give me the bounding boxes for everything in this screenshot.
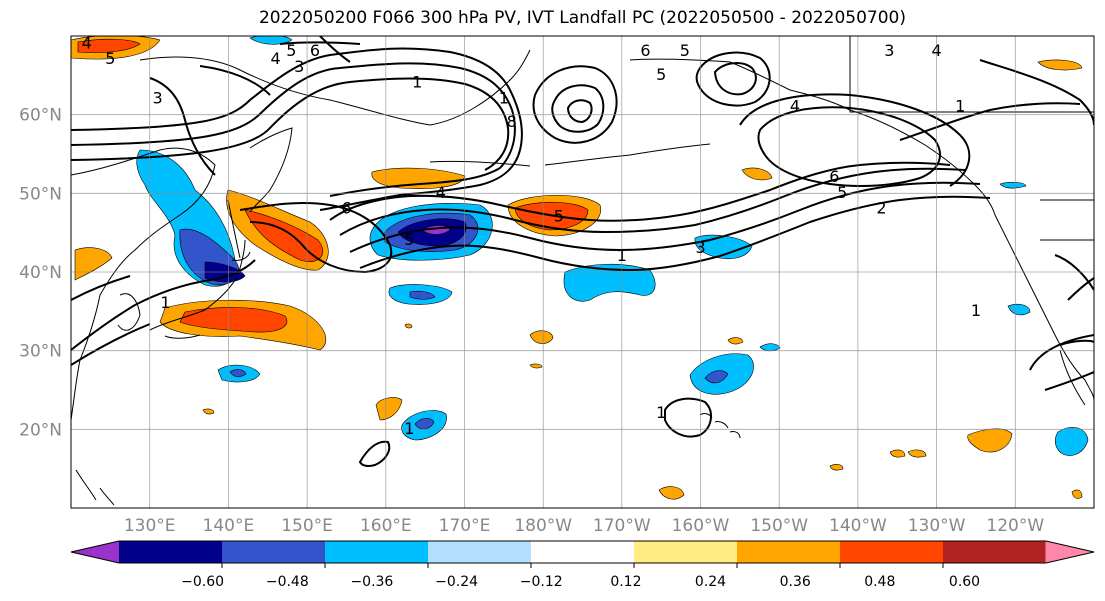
lat-axis-labels: 60°N 50°N 40°N 30°N 20°N: [19, 106, 62, 441]
lon-label: 150°E: [281, 516, 333, 536]
contour-label: 6: [829, 167, 839, 186]
colorbar-tick-label: −0.60: [181, 574, 224, 590]
contour-label: 3: [152, 88, 162, 107]
contour-label: 4: [932, 41, 942, 60]
lat-label: 20°N: [19, 420, 62, 440]
contour-label: 5: [286, 41, 296, 60]
map-frame: [70, 35, 1095, 509]
lat-label: 60°N: [19, 106, 62, 126]
contour-label: 5: [837, 183, 847, 202]
colorbar-swatch: [634, 541, 738, 563]
colorbar-tick-label: −0.48: [266, 574, 309, 590]
colorbar-tick-labels: −0.60 −0.48 −0.36 −0.24 −0.12 0.12 0.24 …: [181, 574, 980, 590]
lon-label: 180°W: [514, 516, 572, 536]
lon-label: 170°W: [593, 516, 651, 536]
contour-label: 1: [412, 73, 422, 92]
colorbar-tick-label: −0.36: [350, 574, 393, 590]
contour-label: 1: [499, 88, 509, 107]
pv-shading: [71, 36, 1089, 500]
contour-label: 5: [656, 65, 666, 84]
pv-contours: [71, 36, 1094, 467]
contour-label: 1: [617, 246, 627, 265]
colorbar-swatch: [222, 541, 326, 563]
lon-label: 170°E: [439, 516, 491, 536]
colorbar-tick-label: 0.48: [864, 574, 895, 590]
contour-label: 6: [341, 199, 351, 218]
colorbar-tick-label: 0.12: [610, 574, 641, 590]
contour-label: 5: [105, 49, 115, 68]
lat-label: 40°N: [19, 263, 62, 283]
lon-label: 120°W: [986, 516, 1044, 536]
colorbar-swatch: [428, 541, 532, 563]
contour-label: 8: [507, 112, 517, 131]
lat-label: 50°N: [19, 184, 62, 204]
colorbar-outline: [70, 540, 1095, 564]
contour-label: 1: [971, 301, 981, 320]
contour-label: 5: [680, 41, 690, 60]
lat-label: 30°N: [19, 342, 62, 362]
colorbar-tick-label: 0.60: [949, 574, 980, 590]
colorbar-tick-label: −0.12: [520, 574, 563, 590]
contour-label: 4: [271, 49, 281, 68]
contour-label: 5: [404, 230, 414, 249]
colorbar-swatch: [840, 541, 944, 563]
colorbar-swatch: [531, 541, 635, 563]
contour-label: 6: [310, 41, 320, 60]
contour-label: 2: [876, 199, 886, 218]
colorbar-extend-low: [71, 541, 120, 563]
contour-label: 5: [554, 206, 564, 225]
lon-label: 160°W: [672, 516, 730, 536]
lon-label: 160°E: [360, 516, 412, 536]
graticule: [71, 36, 1094, 508]
colorbar-swatch: [325, 541, 429, 563]
colorbar-extend-high: [1045, 541, 1094, 563]
colorbar-swatch: [119, 541, 223, 563]
contour-label: 1: [656, 403, 666, 422]
lon-label: 140°W: [829, 516, 887, 536]
colorbar-swatch: [943, 541, 1047, 563]
contour-label: 3: [695, 238, 705, 257]
colorbar-tick-label: −0.24: [435, 574, 478, 590]
colorbar-tick-label: 0.24: [695, 574, 726, 590]
colorbar-swatch: [737, 541, 841, 563]
contour-label: 4: [82, 33, 92, 52]
contour-label: 3: [884, 41, 894, 60]
lon-label: 130°E: [124, 516, 176, 536]
lon-label: 150°W: [750, 516, 808, 536]
lon-label: 140°E: [203, 516, 255, 536]
map-title: 2022050200 F066 300 hPa PV, IVT Landfall…: [258, 8, 906, 28]
contour-label: 4: [436, 183, 446, 202]
lon-label: 130°W: [908, 516, 966, 536]
contour-label: 1: [404, 419, 414, 438]
contour-label: 1: [955, 96, 965, 115]
contour-label: 4: [790, 96, 800, 115]
colorbar-tick-label: 0.36: [780, 574, 811, 590]
contour-label: 1: [160, 293, 170, 312]
lon-axis-labels: 130°E 140°E 150°E 160°E 170°E 180°W 170°…: [124, 516, 1045, 536]
contour-label: 6: [640, 41, 650, 60]
contour-label: 3: [294, 57, 304, 76]
colorbar: [70, 540, 1095, 568]
